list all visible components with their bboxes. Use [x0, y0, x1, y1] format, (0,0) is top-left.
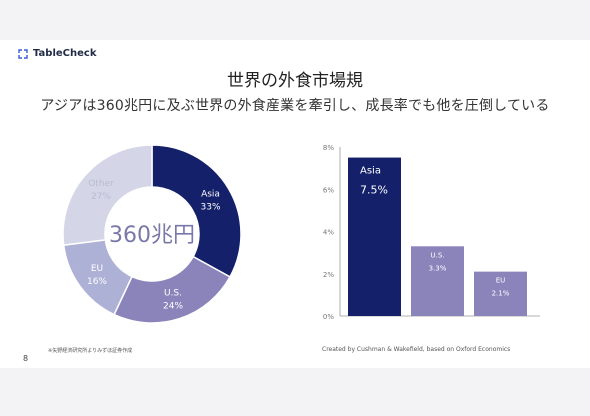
- tablecheck-logo: TableCheck: [18, 48, 96, 59]
- bar-value-label: 3.3%: [429, 264, 447, 272]
- donut-center-label: 360兆円: [109, 223, 195, 248]
- bar-asia: [348, 157, 401, 316]
- donut-label: Asia: [201, 189, 220, 199]
- donut-slice-other: [62, 144, 153, 246]
- page-title: 世界の外食市場規: [227, 71, 363, 91]
- donut-label: EU: [91, 264, 103, 274]
- bar-category-label: U.S.: [430, 251, 444, 259]
- bar-value-label: 7.5%: [360, 184, 388, 197]
- slide: TableCheck 世界の外食市場規 アジアは360兆円に及ぶ世界の外食産業を…: [0, 40, 590, 368]
- bar-value-label: 2.1%: [492, 290, 510, 298]
- y-tick-label: 8%: [323, 144, 334, 152]
- donut-value-label: 16%: [87, 277, 107, 287]
- logo-mark-icon: [18, 48, 28, 59]
- donut-value-label: 24%: [163, 302, 183, 312]
- bar-us: [411, 246, 464, 316]
- bar-category-label: EU: [496, 277, 506, 285]
- bar-category-label: Asia: [360, 166, 381, 177]
- donut-slice-asia: [151, 144, 242, 278]
- y-tick-label: 0%: [323, 313, 334, 321]
- donut-label: Other: [88, 179, 114, 189]
- data-credit: Created by Cushman & Wakefield, based on…: [322, 346, 511, 353]
- bar-eu: [474, 271, 527, 316]
- logo-text: TableCheck: [33, 48, 97, 59]
- y-tick-label: 4%: [323, 229, 334, 237]
- donut-value-label: 27%: [91, 192, 111, 202]
- page-subtitle: アジアは360兆円に及ぶ世界の外食産業を牽引し、成長率でも他を圧倒している: [40, 98, 550, 114]
- donut-slice-us: [113, 255, 232, 324]
- donut-label: U.S.: [164, 289, 182, 299]
- page-number: 8: [23, 354, 29, 363]
- charts-canvas: Asia 33% U.S. 24% EU 16% Other 27% 360兆円 0% 2% 4% 6%…: [62, 144, 540, 324]
- y-tick-label: 2%: [323, 271, 334, 279]
- donut-value-label: 33%: [201, 202, 221, 212]
- source-footnote: ※矢野経済研究所よりみずほ証券作成: [48, 348, 133, 354]
- y-tick-label: 6%: [323, 186, 334, 194]
